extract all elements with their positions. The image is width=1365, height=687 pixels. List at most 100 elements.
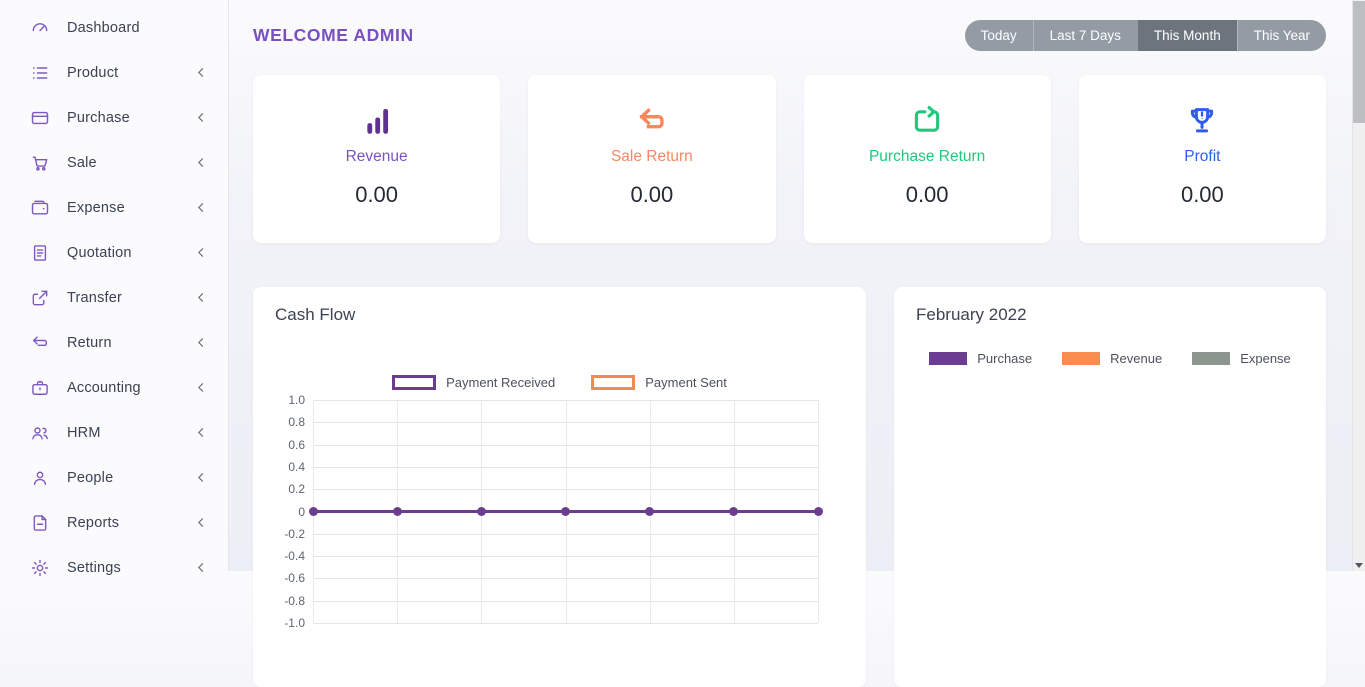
legend-label: Revenue (1110, 351, 1163, 366)
stat-value: 0.00 (905, 182, 949, 207)
stat-label: Sale Return (610, 148, 693, 165)
y-tick-label: -0.8 (284, 593, 305, 608)
scroll-down-arrow-icon[interactable] (1353, 560, 1365, 570)
y-tick-label: 0.6 (288, 437, 305, 452)
revenue-card: Revenue 0.00 (253, 75, 501, 243)
chevron-left-icon (195, 66, 208, 79)
legend-label: Purchase (977, 351, 1033, 366)
filter-this-year-button[interactable]: This Year (1236, 19, 1326, 51)
legend-item-revenue[interactable]: Revenue (1062, 351, 1162, 366)
briefcase-icon (30, 378, 50, 398)
scrollbar-thumb[interactable] (1353, 1, 1365, 123)
sidebar-item-accounting[interactable]: Accounting (0, 365, 228, 410)
document-icon (30, 243, 50, 263)
chevron-left-icon (195, 426, 208, 439)
data-point-marker (561, 507, 570, 516)
y-tick-label: 0.2 (288, 482, 305, 497)
sidebar-nav: Dashboard Product Purchase Sale (0, 0, 228, 590)
sidebar-item-quotation[interactable]: Quotation (0, 230, 228, 275)
data-point-marker (729, 507, 739, 516)
legend-item-purchase[interactable]: Purchase (929, 351, 1032, 366)
legend-item-payment-received[interactable]: Payment Received (392, 375, 555, 390)
sidebar-item-product[interactable]: Product (0, 50, 228, 95)
filter-today-button[interactable]: Today (964, 19, 1033, 51)
sidebar-item-label: Dashboard (67, 19, 140, 36)
chevron-left-icon (195, 291, 208, 304)
cashflow-chart-title: Cash Flow (275, 305, 356, 324)
y-gridline (313, 623, 818, 624)
y-tick-label: -0.6 (284, 571, 305, 586)
legend-item-expense[interactable]: Expense (1192, 351, 1291, 366)
revenue-swatch (1062, 352, 1101, 365)
wallet-icon (30, 198, 50, 218)
filter-last-7-days-button[interactable]: Last 7 Days (1032, 19, 1137, 51)
legend-item-payment-sent[interactable]: Payment Sent (591, 375, 727, 390)
y-tick-label: 0.8 (288, 415, 305, 430)
monthly-chart-card: February 2022 Purchase Revenue Expense (894, 287, 1326, 687)
y-tick-label: -0.4 (284, 549, 305, 564)
sidebar-item-label: HRM (67, 424, 101, 441)
chevron-left-icon (195, 201, 208, 214)
credit-card-icon (30, 108, 50, 128)
sidebar-item-transfer[interactable]: Transfer (0, 275, 228, 320)
sidebar-item-label: Product (67, 64, 119, 81)
users-icon (30, 423, 50, 443)
sidebar-item-return[interactable]: Return (0, 320, 228, 365)
chevron-left-icon (195, 336, 208, 349)
sidebar-item-hrm[interactable]: HRM (0, 410, 228, 455)
sidebar-item-label: Transfer (67, 289, 123, 306)
y-tick-label: -0.2 (284, 526, 305, 541)
sidebar-item-reports[interactable]: Reports (0, 500, 228, 545)
purchase-return-icon (910, 102, 944, 140)
data-point-marker (476, 507, 486, 516)
chevron-left-icon (195, 471, 208, 484)
stat-label: Revenue (345, 148, 408, 165)
sidebar-item-label: Expense (67, 199, 125, 216)
purchase-swatch (929, 352, 968, 365)
gear-icon (30, 558, 50, 578)
y-tick-label: 0.4 (288, 459, 305, 474)
cashflow-legend: Payment Received Payment Sent (253, 375, 866, 390)
chevron-left-icon (195, 246, 208, 259)
user-icon (30, 468, 50, 488)
cashflow-plot: 1.0 0.8 0.6 0.4 0.2 0 -0.2 -0.4 -0.6 -0.8 -1.0 (284, 393, 823, 630)
sidebar-item-label: Sale (67, 154, 97, 171)
page-header: WELCOME ADMIN Today Last 7 Days This Mon… (253, 10, 1326, 60)
sidebar-item-sale[interactable]: Sale (0, 140, 228, 185)
bar-chart-icon (360, 102, 394, 140)
sidebar-item-expense[interactable]: Expense (0, 185, 228, 230)
main-content: WELCOME ADMIN Today Last 7 Days This Mon… (228, 0, 1353, 687)
stats-row: Revenue 0.00 Sale Return 0.00 Purchase R… (253, 75, 1326, 243)
cashflow-chart-card: Cash Flow Payment Received Payment Sent … (253, 287, 866, 687)
data-point-marker (308, 507, 318, 516)
chevron-left-icon (195, 381, 208, 394)
sale-return-icon (635, 102, 669, 140)
sidebar-item-label: Quotation (67, 244, 132, 261)
sidebar-item-purchase[interactable]: Purchase (0, 95, 228, 140)
stat-label: Profit (1184, 148, 1221, 165)
stat-value: 0.00 (630, 182, 674, 207)
sidebar-item-dashboard[interactable]: Dashboard (0, 5, 228, 50)
data-point-marker (813, 507, 823, 516)
legend-label: Expense (1240, 351, 1291, 366)
monthly-legend: Purchase Revenue Expense (894, 351, 1326, 366)
y-tick-label: 0 (298, 504, 305, 519)
y-tick-label: 1.0 (288, 393, 305, 407)
stat-label: Purchase Return (868, 148, 986, 165)
cart-icon (30, 153, 50, 173)
sidebar-item-people[interactable]: People (0, 455, 228, 500)
vertical-scrollbar[interactable] (1352, 0, 1365, 571)
sidebar-item-label: Return (67, 334, 112, 351)
sidebar-item-label: Accounting (67, 379, 141, 396)
sidebar-item-label: Reports (67, 514, 120, 531)
payment-received-swatch (392, 375, 437, 390)
page-title: WELCOME ADMIN (253, 24, 414, 45)
product-list-icon (30, 63, 50, 83)
sale-return-card: Sale Return 0.00 (528, 75, 776, 243)
legend-label: Payment Received (446, 375, 556, 390)
filter-this-month-button[interactable]: This Month (1136, 19, 1237, 51)
sidebar-item-label: People (67, 469, 114, 486)
stat-value: 0.00 (1180, 182, 1224, 207)
y-tick-label: -1.0 (284, 616, 305, 630)
sidebar-item-settings[interactable]: Settings (0, 545, 228, 590)
